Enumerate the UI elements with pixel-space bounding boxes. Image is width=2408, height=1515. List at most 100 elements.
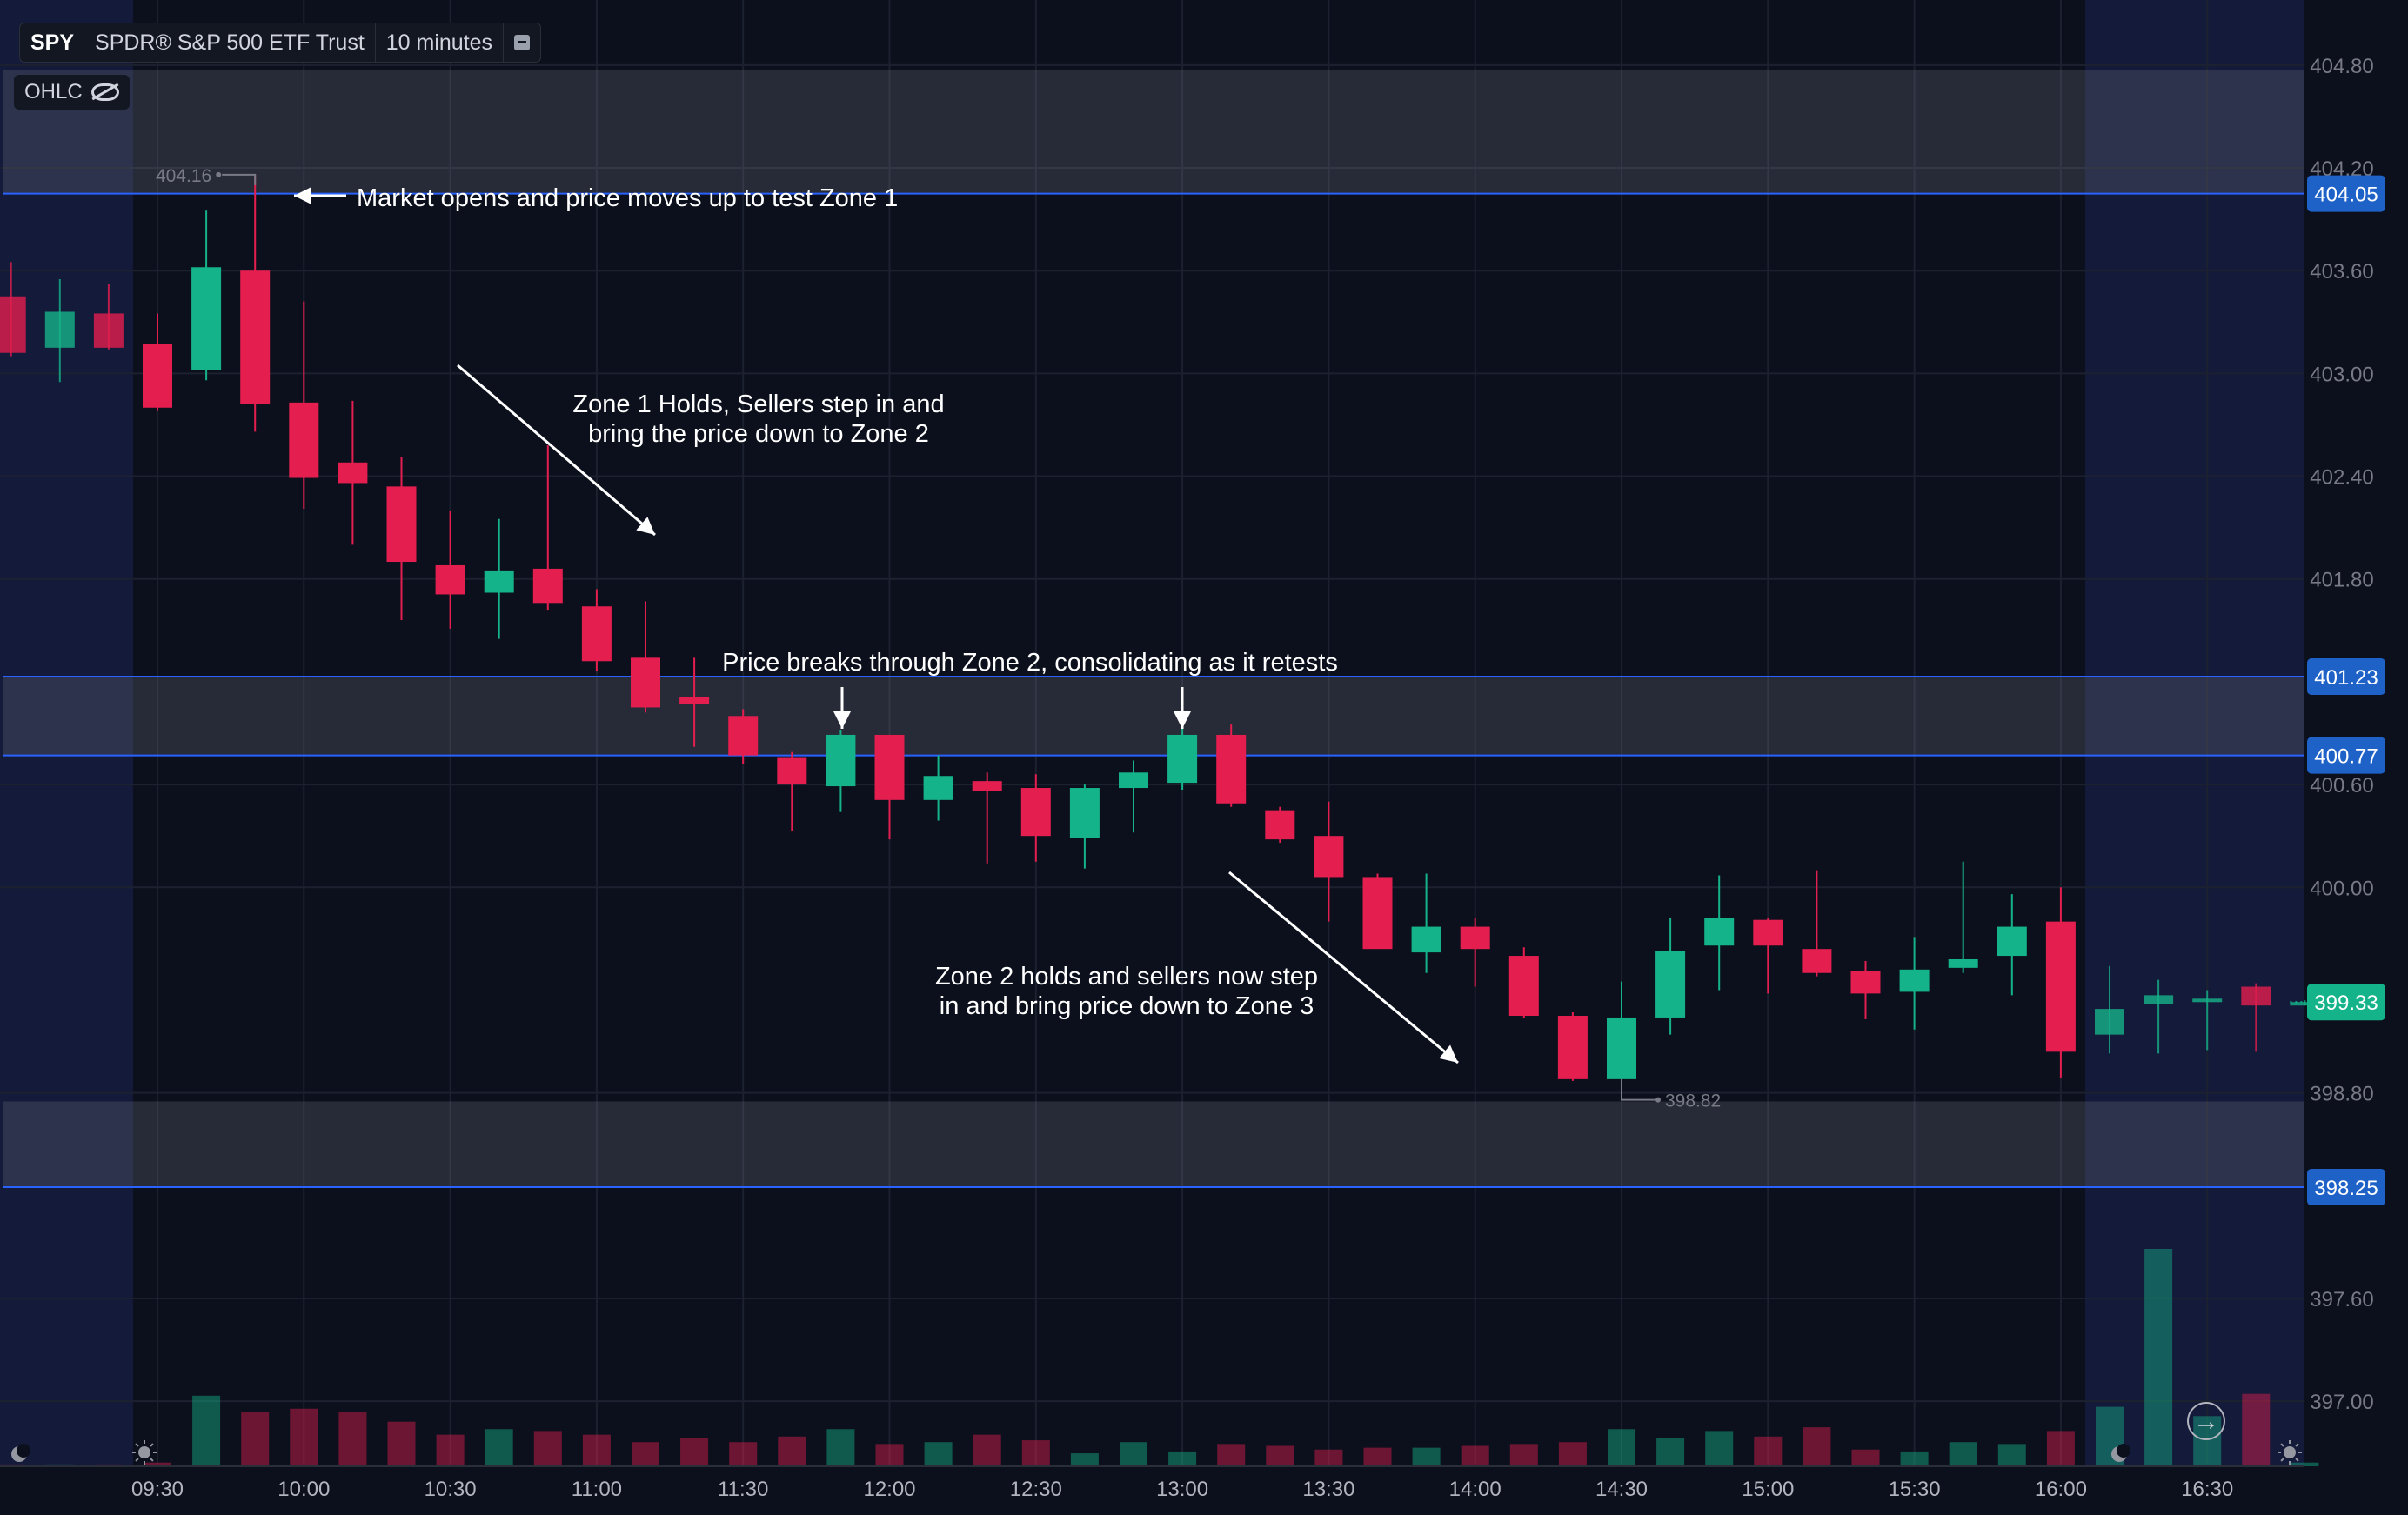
zone-rect	[3, 70, 2304, 194]
arrow-to-zone3	[1228, 871, 1459, 1065]
candle-body	[1119, 772, 1148, 789]
volume-bar	[45, 1464, 74, 1466]
candle-body	[289, 402, 319, 478]
volume-bar	[94, 1464, 123, 1466]
volume-bar	[1363, 1447, 1392, 1466]
volume-bar	[973, 1434, 1001, 1466]
candle-body	[1020, 788, 1051, 837]
sun-icon	[138, 1446, 150, 1458]
volume-bar	[1997, 1444, 2026, 1466]
arrow-zone1-test	[294, 187, 346, 204]
volume-bar	[1656, 1438, 1685, 1466]
sun-icon-ray	[150, 1443, 154, 1447]
divider	[503, 23, 505, 62]
volume-bar	[1509, 1444, 1538, 1466]
collapse-legend-icon[interactable]	[514, 35, 531, 50]
candle-body	[191, 267, 222, 370]
symbol-legend[interactable]: SPY SPDR® S&P 500 ETF Trust 10 minutes	[19, 23, 542, 63]
candle-body	[874, 734, 905, 800]
zone-price-badge: 398.25	[2314, 1177, 2378, 1200]
y-tick-label: 398.80	[2310, 1083, 2373, 1106]
x-tick-label: 11:00	[572, 1478, 622, 1501]
x-tick-label: 15:00	[1742, 1478, 1794, 1501]
volume-bar	[1900, 1451, 1929, 1466]
moon-icon-cut	[2117, 1444, 2130, 1458]
y-tick-label: 403.60	[2310, 260, 2373, 284]
zone-price-badge-bg	[2307, 175, 2385, 212]
last-price-badge: 399.33	[2314, 991, 2378, 1015]
candle-body	[386, 486, 417, 563]
candle-body	[1557, 1015, 1588, 1079]
arrow-head	[1174, 711, 1191, 729]
volume-bar	[1705, 1431, 1734, 1466]
candle-body	[1802, 949, 1832, 973]
ohlc-label: OHLC	[24, 80, 83, 103]
zone-price-badge-bg	[2307, 1168, 2385, 1205]
volume-bar	[632, 1442, 659, 1466]
volume-bar	[2291, 1462, 2319, 1466]
y-tick-label: 397.00	[2310, 1391, 2373, 1414]
candle-body	[972, 781, 1002, 791]
candle-body	[1607, 1017, 1636, 1079]
arrow-head	[833, 711, 851, 729]
y-tick-label: 401.80	[2310, 569, 2373, 592]
zone-price-badge-bg	[2307, 737, 2385, 774]
volume-bar	[1461, 1445, 1489, 1466]
x-tick-label: 09:30	[131, 1478, 184, 1501]
x-tick-label: 15:30	[1889, 1478, 1941, 1501]
x-tick-label: 14:00	[1449, 1478, 1502, 1501]
y-tick-label: 404.80	[2310, 55, 2373, 78]
volume-bar	[875, 1444, 904, 1466]
symbol-ticker[interactable]: SPY	[30, 30, 75, 55]
candle-body	[679, 697, 710, 704]
volume-bar	[1314, 1449, 1343, 1466]
volume-bar	[241, 1412, 270, 1466]
after-hours-shading	[2084, 0, 2304, 1466]
candle-body	[240, 270, 271, 404]
x-axis[interactable]: 09:30 10:00 10:30 11:00 11:30 12:00 12:30 13:00…	[0, 1465, 2304, 1501]
volume-bar	[2144, 1249, 2173, 1466]
candle-body	[532, 568, 563, 604]
volume-bar	[680, 1438, 709, 1466]
y-tick-label: 397.60	[2310, 1288, 2373, 1311]
x-tick-label: 14:30	[1595, 1478, 1648, 1501]
arrow-to-zone2	[457, 364, 656, 537]
candle-body	[1656, 951, 1686, 1018]
candle-body	[2045, 921, 2076, 1052]
candle-body	[143, 344, 172, 408]
high-marker-line	[222, 173, 257, 185]
arrow-head	[636, 517, 655, 535]
scroll-to-realtime-button[interactable]: →	[2187, 1402, 2225, 1440]
volume-bars	[0, 1249, 2319, 1466]
symbol-name: SPDR® S&P 500 ETF Trust	[95, 30, 365, 55]
eye-hidden-icon[interactable]	[90, 83, 119, 101]
volume-bar	[436, 1434, 465, 1466]
sun-icon	[2284, 1446, 2296, 1458]
volume-bar	[485, 1429, 513, 1466]
volume-bar	[1217, 1444, 1246, 1466]
candle-body	[338, 462, 368, 484]
volume-bar	[582, 1434, 611, 1466]
volume-bar	[924, 1442, 953, 1466]
volume-bar	[1754, 1436, 1783, 1466]
interval-label[interactable]: 10 minutes	[385, 30, 493, 55]
candle-body	[1411, 926, 1441, 953]
candle-body	[2144, 995, 2174, 1004]
arrow-head	[1439, 1044, 1458, 1063]
y-axis[interactable]: 404.80404.20403.60403.00402.40401.80400.…	[2310, 55, 2373, 1414]
low-marker-label: 398.82	[1665, 1091, 1721, 1111]
x-tick-label: 11:30	[718, 1478, 768, 1501]
candle-body	[1850, 971, 1881, 994]
price-badges: 404.05 401.23 400.77 398.25 399.33	[2290, 175, 2385, 1205]
x-tick-label: 13:30	[1302, 1478, 1354, 1501]
ohlc-indicator[interactable]: OHLC	[14, 75, 130, 110]
annotation-zone1-test: Market opens and price moves up to test …	[357, 184, 898, 212]
candle-body	[2290, 1002, 2320, 1006]
candle-body	[1899, 969, 1930, 992]
candle-body	[1508, 956, 1539, 1016]
volume-bar	[338, 1412, 367, 1466]
arrow-shaft	[457, 364, 656, 537]
volume-bar	[2046, 1431, 2075, 1466]
candle-body	[1704, 918, 1735, 946]
